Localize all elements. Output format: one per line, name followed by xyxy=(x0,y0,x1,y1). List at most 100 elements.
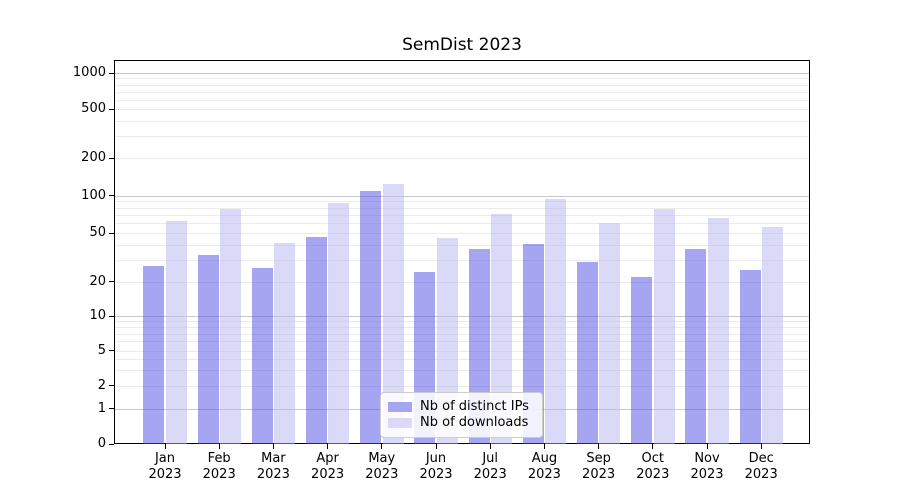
x-axis-tick-label: Aug 2023 xyxy=(527,451,561,482)
y-axis-tick xyxy=(109,281,114,283)
bar-downloads xyxy=(219,209,241,444)
x-axis-tick xyxy=(652,444,654,449)
gridline-minor xyxy=(115,121,809,122)
legend-swatch-distinct-ips xyxy=(388,402,412,412)
gridline-minor xyxy=(115,260,809,262)
y-axis-tick-label: 50 xyxy=(89,225,106,241)
bar-downloads xyxy=(490,213,512,444)
x-axis-tick xyxy=(760,444,762,449)
bar-distinct-ips xyxy=(360,190,382,444)
bar-downloads xyxy=(599,223,621,444)
y-axis-tick-label: 200 xyxy=(81,150,106,166)
bar-downloads xyxy=(165,220,187,444)
gridline-minor xyxy=(115,215,809,217)
gridline-minor xyxy=(115,327,809,329)
x-axis-tick xyxy=(164,444,166,449)
x-axis-tick-label: Jun 2023 xyxy=(419,451,453,482)
legend-label-distinct-ips: Nb of distinct IPs xyxy=(420,399,529,414)
bar-downloads xyxy=(328,203,350,444)
bar-distinct-ips xyxy=(631,276,653,444)
gridline-minor xyxy=(115,136,809,138)
x-axis-tick xyxy=(435,444,437,449)
gridline-minor xyxy=(115,281,809,283)
x-axis-tick-label: Oct 2023 xyxy=(636,451,670,482)
bar-downloads xyxy=(653,209,675,444)
bar-downloads xyxy=(274,242,296,444)
bar-distinct-ips xyxy=(143,265,165,444)
gridline-minor xyxy=(115,370,809,371)
gridline-minor xyxy=(115,201,809,203)
gridline-minor xyxy=(115,91,809,93)
x-axis-tick-label: Jan 2023 xyxy=(148,451,182,482)
legend-item-distinct-ips: Nb of distinct IPs xyxy=(388,399,532,415)
x-axis-tick-label: Feb 2023 xyxy=(202,451,236,482)
x-axis-tick-label: Sep 2023 xyxy=(582,451,616,482)
x-axis-tick-label: Apr 2023 xyxy=(311,451,345,482)
x-axis-tick-label: Dec 2023 xyxy=(744,451,778,482)
legend-item-downloads: Nb of downloads xyxy=(388,415,532,431)
x-axis-tick xyxy=(543,444,546,449)
gridline-major xyxy=(115,316,809,317)
gridline-minor xyxy=(115,359,809,361)
bar-distinct-ips xyxy=(197,255,219,444)
x-axis-tick-label: Mar 2023 xyxy=(256,451,290,482)
bar-distinct-ips xyxy=(685,249,707,444)
bar-downloads xyxy=(707,218,729,444)
gridline-minor xyxy=(115,341,809,343)
legend-swatch-downloads xyxy=(388,418,412,428)
bar-downloads xyxy=(382,183,404,444)
gridline-minor xyxy=(115,350,809,352)
y-axis-tick xyxy=(109,72,114,74)
y-axis-tick-label: 100 xyxy=(81,187,106,203)
bar-distinct-ips xyxy=(739,269,761,444)
x-axis-tick-label: May 2023 xyxy=(365,451,399,482)
chart-title: SemDist 2023 xyxy=(402,35,522,55)
bar-downloads xyxy=(761,227,783,444)
bar-distinct-ips xyxy=(576,262,598,444)
x-axis-tick xyxy=(272,444,275,449)
bar-distinct-ips xyxy=(251,267,273,444)
y-axis-tick xyxy=(109,232,114,234)
y-axis-tick-label: 0 xyxy=(97,436,106,451)
gridline-minor xyxy=(115,207,809,209)
gridline-minor xyxy=(115,333,809,335)
x-axis-tick xyxy=(327,444,329,449)
gridline-minor xyxy=(115,245,809,247)
x-axis-tick-label: Nov 2023 xyxy=(690,451,724,482)
legend-label-downloads: Nb of downloads xyxy=(420,415,529,430)
gridline-minor xyxy=(115,78,809,80)
y-axis-tick-label: 1000 xyxy=(72,65,106,80)
y-axis-tick xyxy=(109,443,114,445)
gridline-minor xyxy=(115,233,809,235)
y-axis-tick xyxy=(109,315,114,317)
gridline-minor xyxy=(115,385,809,387)
y-axis-tick-label: 1 xyxy=(97,400,106,416)
y-axis-tick-label: 500 xyxy=(81,101,106,116)
x-axis-tick xyxy=(489,444,491,449)
gridline-minor xyxy=(115,84,809,86)
bar-distinct-ips xyxy=(305,236,327,444)
y-axis-tick-label: 2 xyxy=(97,377,106,393)
gridline-major xyxy=(115,73,809,74)
y-axis-tick xyxy=(109,195,114,197)
y-axis-tick-label: 20 xyxy=(89,273,106,289)
y-axis-tick xyxy=(109,350,114,352)
y-axis-tick xyxy=(109,157,114,159)
gridline-minor xyxy=(115,223,809,225)
y-axis-tick-label: 5 xyxy=(97,342,106,358)
y-axis-tick xyxy=(109,108,114,110)
legend: Nb of distinct IPs Nb of downloads xyxy=(380,392,543,438)
x-axis-tick xyxy=(706,444,708,449)
gridline-minor xyxy=(115,109,809,110)
gridline-minor xyxy=(115,99,809,101)
x-axis-tick-label: Jul 2023 xyxy=(473,451,507,482)
x-axis-tick xyxy=(218,444,220,449)
plot-area xyxy=(114,60,810,444)
y-axis-tick-label: 10 xyxy=(89,308,106,323)
gridline-minor xyxy=(115,321,809,323)
x-axis-tick xyxy=(381,444,383,449)
bar-downloads xyxy=(545,199,567,444)
y-axis-tick xyxy=(109,385,114,387)
gridline-major xyxy=(115,195,809,197)
